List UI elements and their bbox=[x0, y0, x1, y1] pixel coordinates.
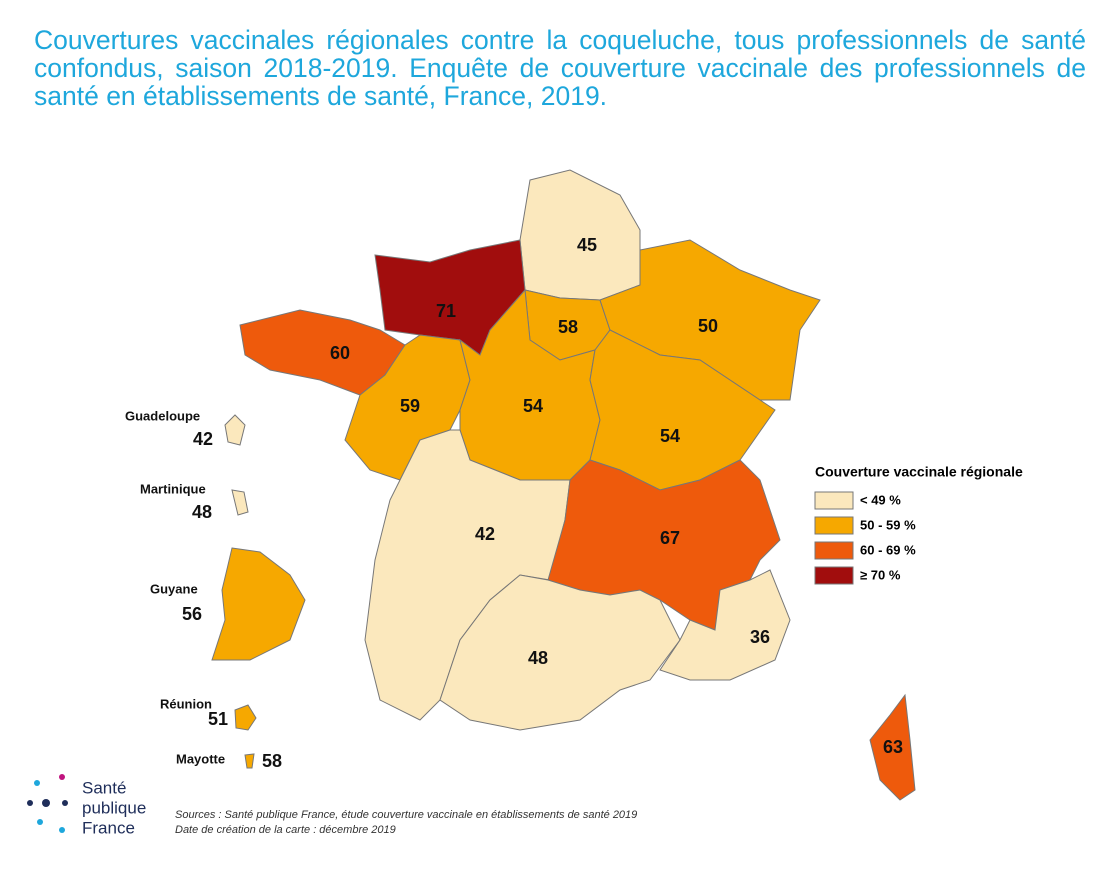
region-value: 54 bbox=[660, 426, 680, 446]
legend-swatch bbox=[814, 516, 854, 535]
legend-swatch bbox=[814, 566, 854, 585]
logo-dot bbox=[59, 827, 65, 833]
region-value: 48 bbox=[528, 648, 548, 668]
logo-dot bbox=[62, 800, 68, 806]
logo-dot bbox=[42, 799, 50, 807]
region bbox=[234, 704, 257, 731]
legend-title: Couverture vaccinale régionale bbox=[815, 464, 1023, 480]
region bbox=[439, 574, 681, 731]
region-value: 58 bbox=[262, 751, 282, 771]
region-value: 63 bbox=[883, 737, 903, 757]
region-name: Réunion bbox=[160, 696, 212, 711]
legend-label: ≥ 70 % bbox=[860, 567, 901, 582]
region-value: 45 bbox=[577, 235, 597, 255]
region-value: 48 bbox=[192, 502, 212, 522]
region bbox=[224, 414, 246, 446]
region bbox=[231, 489, 249, 516]
region bbox=[244, 753, 255, 769]
logo-dot bbox=[27, 800, 33, 806]
region-value: 56 bbox=[182, 604, 202, 624]
region-value: 54 bbox=[523, 396, 543, 416]
region-value: 42 bbox=[475, 524, 495, 544]
region-value: 42 bbox=[193, 429, 213, 449]
region-name: Guadeloupe bbox=[125, 408, 200, 423]
region-value: 59 bbox=[400, 396, 420, 416]
legend-swatch bbox=[814, 491, 854, 510]
legend-swatch bbox=[814, 541, 854, 560]
region-value: 71 bbox=[436, 301, 456, 321]
logo-text: France bbox=[82, 818, 135, 837]
logo-dot bbox=[34, 780, 40, 786]
region-value: 50 bbox=[698, 316, 718, 336]
region-value: 60 bbox=[330, 343, 350, 363]
title: Couvertures vaccinales régionales contre… bbox=[34, 25, 1086, 111]
region-name: Guyane bbox=[150, 581, 198, 596]
region bbox=[211, 547, 306, 661]
logo-dot bbox=[59, 774, 65, 780]
region-value: 36 bbox=[750, 627, 770, 647]
sources: Sources : Santé publique France, étude c… bbox=[175, 809, 637, 821]
region-value: 51 bbox=[208, 709, 228, 729]
region-value: 67 bbox=[660, 528, 680, 548]
logo-text: Santé bbox=[82, 778, 126, 797]
region-name: Mayotte bbox=[176, 751, 225, 766]
legend-label: < 49 % bbox=[860, 492, 901, 507]
region bbox=[659, 569, 791, 681]
legend-label: 60 - 69 % bbox=[860, 542, 916, 557]
region-value: 58 bbox=[558, 317, 578, 337]
region bbox=[869, 693, 916, 801]
region-name: Martinique bbox=[140, 481, 206, 496]
legend-label: 50 - 59 % bbox=[860, 517, 916, 532]
logo-dot bbox=[37, 819, 43, 825]
logo-text: publique bbox=[82, 798, 146, 817]
date: Date de création de la carte : décembre … bbox=[175, 824, 396, 836]
